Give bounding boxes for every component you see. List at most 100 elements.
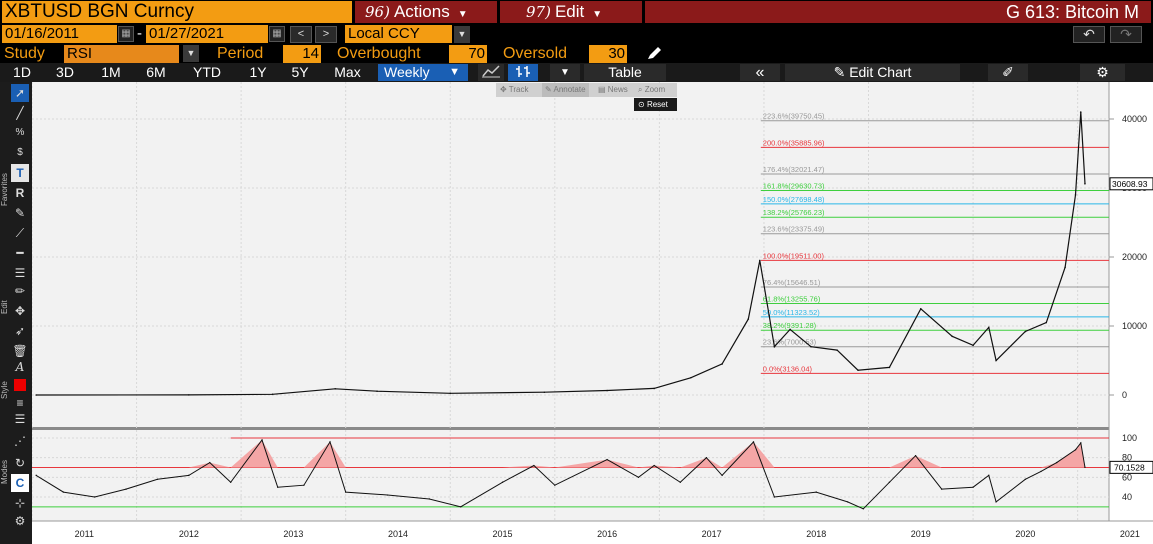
end-date-field[interactable]: 01/27/2021 bbox=[146, 25, 268, 43]
undo-button[interactable]: ↶ bbox=[1073, 26, 1105, 43]
fibonacci-level-label: 150.0%(27698.48) bbox=[763, 195, 825, 204]
line-chart-button[interactable] bbox=[478, 64, 504, 81]
text-icon[interactable]: T bbox=[11, 164, 29, 182]
actions-number: 96) bbox=[365, 3, 390, 21]
oversold-field[interactable]: 30 bbox=[589, 45, 627, 63]
calendar-icon[interactable]: ▦ bbox=[269, 26, 285, 42]
page-title: G 613: Bitcoin M bbox=[645, 1, 1151, 23]
rsi-axis-tick-label: 100 bbox=[1122, 433, 1137, 443]
chevron-down-icon: ▼ bbox=[449, 66, 460, 78]
cursor-icon[interactable]: ➚ bbox=[11, 84, 29, 102]
timeframe-ytd[interactable]: YTD bbox=[193, 64, 221, 80]
rsi-data-point bbox=[554, 484, 556, 486]
select-icon[interactable]: ➶ bbox=[14, 324, 26, 338]
chart-type-dropdown[interactable]: ▼ bbox=[550, 64, 580, 81]
track-tool[interactable]: ✥ Track bbox=[500, 83, 528, 97]
last-rsi-label: 70.1528 bbox=[1114, 462, 1145, 472]
pencil-icon[interactable]: ✏ bbox=[14, 284, 26, 298]
chevron-down-icon[interactable]: ▼ bbox=[454, 26, 470, 43]
timeframe-1m[interactable]: 1M bbox=[101, 64, 121, 80]
overbought-field[interactable]: 70 bbox=[449, 45, 487, 63]
chart-area[interactable]: 223.6%(39750.45) 200.0%(35885.96) 176.4%(3… bbox=[32, 82, 1153, 544]
pen-icon[interactable] bbox=[645, 45, 663, 62]
compare-icon[interactable]: C bbox=[11, 474, 29, 492]
timeframe-5y[interactable]: 5Y bbox=[291, 64, 309, 80]
panel-divider[interactable] bbox=[32, 427, 1153, 430]
collapse-button[interactable]: « bbox=[740, 64, 780, 81]
crosshair-mode-icon[interactable]: ⊹ bbox=[14, 496, 26, 510]
frequency-label: Weekly bbox=[384, 64, 430, 80]
news-tool[interactable]: ▤ News bbox=[598, 83, 628, 97]
move-icon[interactable]: ✥ bbox=[14, 304, 26, 318]
last-rsi-box bbox=[1109, 460, 1153, 474]
next-button[interactable]: > bbox=[315, 26, 337, 43]
draw-icon[interactable]: ✐ bbox=[988, 64, 1028, 81]
edit-chart-button[interactable]: ✎ Edit Chart bbox=[785, 64, 960, 81]
trendline-icon[interactable]: ⟋ bbox=[15, 226, 25, 240]
rsi-data-point bbox=[428, 498, 431, 500]
timeframe-1d[interactable]: 1D bbox=[13, 64, 31, 80]
horizontal-line-icon[interactable]: ━ bbox=[16, 246, 24, 260]
line-style-icon[interactable]: ☰ bbox=[14, 412, 26, 426]
previous-button[interactable]: < bbox=[290, 26, 312, 43]
brush-icon[interactable]: ✎ bbox=[14, 206, 26, 220]
x-axis-bg bbox=[32, 521, 1153, 544]
track-icon: ✥ bbox=[500, 85, 509, 94]
reset-button[interactable]: ⊙ Reset bbox=[634, 98, 677, 111]
timeframe-max[interactable]: Max bbox=[334, 64, 361, 80]
settings-icon[interactable]: ⚙ bbox=[14, 514, 26, 528]
trash-icon[interactable]: 🗑 bbox=[12, 344, 28, 358]
zoom-tool[interactable]: ⌕ Zoom bbox=[638, 83, 665, 97]
x-axis-year-label: 2013 bbox=[283, 529, 303, 539]
price-data-point bbox=[1045, 321, 1048, 324]
gear-icon[interactable]: ⚙ bbox=[1080, 64, 1125, 81]
calendar-icon[interactable]: ▦ bbox=[118, 26, 134, 42]
rsi-data-point bbox=[303, 484, 305, 486]
modes-tab[interactable]: Modes bbox=[0, 452, 9, 492]
chevron-down-icon: ▼ bbox=[592, 9, 603, 20]
price-data-point bbox=[188, 394, 190, 396]
ticker-field[interactable]: XBTUSD BGN Curncy bbox=[2, 1, 352, 23]
timeframe-3d[interactable]: 3D bbox=[56, 64, 74, 80]
fibonacci-level-label: 23.6%(7000.53) bbox=[763, 338, 817, 347]
dollar-icon[interactable]: $ bbox=[17, 147, 23, 158]
edit-label: Edit bbox=[554, 2, 585, 21]
actions-menu-button[interactable]: 96) Actions ▼ bbox=[355, 1, 497, 23]
table-button[interactable]: Table bbox=[584, 64, 666, 81]
channel-icon[interactable]: ☰ bbox=[14, 266, 26, 280]
timeframe-1y[interactable]: 1Y bbox=[249, 64, 267, 80]
x-axis-year-label: 2012 bbox=[179, 529, 199, 539]
fibonacci-icon[interactable]: R bbox=[15, 186, 25, 200]
sync-icon[interactable]: ↻ bbox=[14, 456, 26, 470]
chart-canvas[interactable]: 223.6%(39750.45) 200.0%(35885.96) 176.4%(3… bbox=[32, 82, 1153, 544]
price-axis-tick-label: 40000 bbox=[1122, 114, 1147, 124]
bar-chart-button[interactable] bbox=[508, 64, 538, 81]
annotate-icon: ✎ bbox=[545, 85, 554, 94]
study-select[interactable]: RSI bbox=[64, 45, 179, 63]
line-icon[interactable]: ╱ bbox=[16, 106, 24, 120]
start-date-field[interactable]: 01/16/2011 bbox=[2, 25, 117, 43]
period-field[interactable]: 14 bbox=[283, 45, 321, 63]
redo-button[interactable]: ↷ bbox=[1110, 26, 1142, 43]
percent-icon[interactable]: % bbox=[15, 127, 25, 138]
annotate-tool[interactable]: ✎ Annotate bbox=[542, 83, 589, 97]
edit-menu-button[interactable]: 97) Edit ▼ bbox=[500, 1, 642, 23]
font-icon[interactable]: A bbox=[15, 360, 25, 374]
edit-tab[interactable]: Edit bbox=[0, 282, 9, 332]
timeframe-6m[interactable]: 6M bbox=[146, 64, 166, 80]
rsi-data-point bbox=[1024, 478, 1027, 480]
price-data-point bbox=[271, 393, 274, 396]
color-swatch-icon[interactable] bbox=[11, 376, 29, 394]
style-tab[interactable]: Style bbox=[0, 375, 9, 405]
price-data-point bbox=[758, 259, 761, 262]
x-axis-year-label: 2021 bbox=[1120, 529, 1140, 539]
crosshair-icon[interactable]: ⋰ bbox=[14, 434, 26, 448]
favorites-tab[interactable]: Favorites bbox=[0, 160, 9, 220]
currency-select[interactable]: Local CCY bbox=[345, 25, 452, 43]
price-data-point bbox=[888, 366, 891, 369]
price-data-point bbox=[606, 389, 608, 392]
rsi-data-point bbox=[972, 486, 974, 488]
frequency-select[interactable]: Weekly ▼ bbox=[378, 64, 468, 81]
chevron-down-icon[interactable]: ▼ bbox=[183, 45, 199, 62]
line-weight-icon[interactable]: ≡ bbox=[16, 396, 24, 410]
